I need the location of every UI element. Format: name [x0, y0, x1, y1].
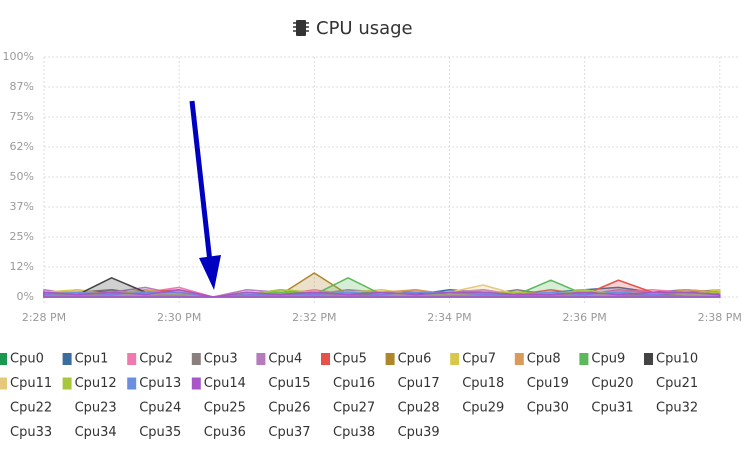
legend-label: Cpu23 — [75, 401, 117, 416]
chip-icon — [293, 20, 309, 36]
legend-label: Cpu19 — [527, 376, 569, 391]
x-tick-label: 2:30 PM — [157, 311, 201, 324]
legend-swatch — [579, 353, 589, 365]
y-tick-label: 87% — [10, 80, 34, 93]
legend-swatch — [385, 353, 395, 365]
y-tick-label: 25% — [10, 230, 34, 243]
chart-title: CPU usage — [316, 18, 413, 39]
legend-label: Cpu30 — [527, 401, 569, 416]
legend-label: Cpu33 — [10, 425, 52, 440]
legend-swatch — [191, 377, 201, 390]
legend-label: Cpu4 — [268, 352, 302, 367]
x-tick-label: 2:38 PM — [698, 311, 742, 324]
legend-label: Cpu7 — [462, 352, 496, 367]
legend-label: Cpu22 — [10, 401, 52, 416]
y-tick-label: 75% — [10, 110, 34, 123]
legend-swatch — [321, 353, 330, 365]
legend-label: Cpu36 — [204, 425, 246, 440]
legend-label: Cpu18 — [462, 376, 504, 391]
legend-swatch — [514, 353, 524, 365]
legend-label: Cpu8 — [527, 352, 561, 367]
legend-label: Cpu3 — [204, 352, 238, 367]
legend-label: Cpu10 — [656, 352, 698, 367]
arrow — [189, 100, 221, 290]
legend-swatch — [127, 353, 137, 365]
series-area — [43, 289, 721, 298]
legend-label: Cpu38 — [333, 425, 375, 440]
legend-label: Cpu9 — [591, 352, 625, 367]
legend-label: Cpu34 — [75, 425, 117, 440]
legend-swatch — [62, 353, 72, 365]
legend-swatch — [644, 353, 653, 365]
legend-label: Cpu13 — [139, 376, 181, 391]
legend-label: Cpu29 — [462, 401, 504, 416]
legend-swatch — [0, 377, 7, 390]
legend-swatch — [450, 353, 460, 365]
y-tick-label: 62% — [10, 140, 34, 153]
legend-label: Cpu20 — [591, 376, 633, 391]
legend-label: Cpu6 — [398, 352, 432, 367]
legend-label: Cpu35 — [139, 425, 181, 440]
legend-label: Cpu17 — [398, 376, 440, 391]
legend-label: Cpu14 — [204, 376, 246, 391]
legend-label: Cpu1 — [75, 352, 109, 367]
legend-label: Cpu26 — [268, 401, 310, 416]
y-tick-label: 50% — [10, 170, 34, 183]
y-tick-label: 100% — [3, 50, 34, 63]
legend-swatch — [127, 377, 137, 390]
legend-label: Cpu0 — [10, 352, 44, 367]
y-tick-label: 37% — [10, 200, 34, 213]
x-tick-label: 2:34 PM — [427, 311, 471, 324]
legend-label: Cpu21 — [656, 376, 698, 391]
legend-label: Cpu28 — [398, 401, 440, 416]
legend-swatch — [0, 353, 7, 365]
legend-label: Cpu25 — [204, 401, 246, 416]
legend-label: Cpu15 — [268, 376, 310, 391]
legend-label: Cpu31 — [591, 401, 633, 416]
legend-label: Cpu11 — [10, 376, 52, 391]
legend-swatch — [191, 353, 201, 365]
legend-label: Cpu12 — [75, 376, 117, 391]
legend-label: Cpu5 — [333, 352, 367, 367]
legend-label: Cpu39 — [398, 425, 440, 440]
legend-label: Cpu16 — [333, 376, 375, 391]
x-tick-label: 2:28 PM — [22, 311, 66, 324]
legend-label: Cpu2 — [139, 352, 173, 367]
legend-label: Cpu32 — [656, 401, 698, 416]
x-tick-label: 2:36 PM — [562, 311, 606, 324]
legend-label: Cpu27 — [333, 401, 375, 416]
legend-label: Cpu24 — [139, 401, 181, 416]
legend-swatch — [62, 377, 72, 390]
legend-label: Cpu37 — [268, 425, 310, 440]
x-tick-label: 2:32 PM — [292, 311, 336, 324]
legend-swatch — [256, 353, 266, 365]
y-tick-label: 0% — [17, 290, 34, 303]
y-tick-label: 12% — [10, 260, 34, 273]
